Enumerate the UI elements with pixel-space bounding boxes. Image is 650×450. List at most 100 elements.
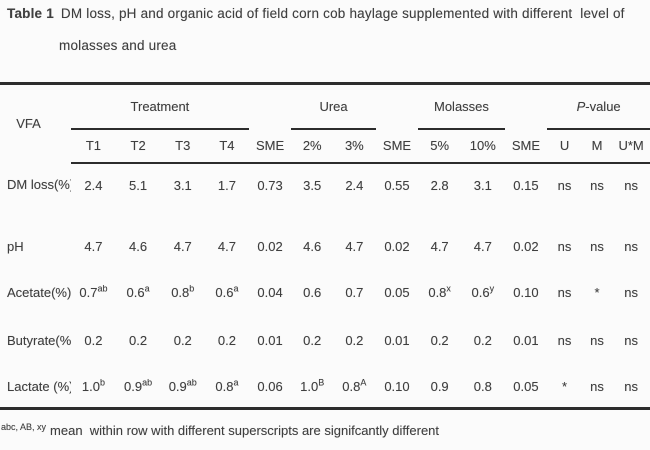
footnote-superscript: abc, AB, xy	[1, 421, 47, 432]
sub-header-5: 5%	[418, 128, 461, 164]
data-cell: 0.6	[303, 285, 322, 300]
data-cell: 0.6a	[215, 283, 239, 300]
row-label-ph: pH	[7, 239, 24, 254]
data-cell: 0.6a	[126, 283, 150, 300]
data-cell: 4.7	[173, 239, 192, 254]
data-cell: 4.7	[473, 239, 492, 254]
table-row-acetate: Acetate(%) 0.7ab 0.6a 0.8b 0.6a 0.04 0.6 0.7 0.0…	[0, 271, 650, 315]
data-cell: 0.7ab	[79, 283, 108, 300]
data-cell: ns	[590, 333, 604, 348]
data-cell: 0.55	[384, 177, 410, 193]
data-cell: ns	[624, 177, 638, 193]
data-cell: 4.6	[303, 239, 322, 254]
data-cell: 0.15	[513, 177, 539, 193]
sub-header-m: M	[581, 128, 613, 164]
data-cell: 1.7	[217, 177, 236, 193]
data-cell: ns	[557, 177, 572, 193]
data-cell: 1.0B	[300, 377, 325, 395]
row-label-dm-loss: DM loss(%)	[7, 177, 72, 192]
data-cell: 0.10	[384, 379, 410, 395]
column-header-vfa: VFA	[16, 116, 41, 132]
data-cell: ns	[557, 333, 572, 348]
data-cell: 0.8	[473, 379, 492, 395]
sub-header-sme: SME	[248, 128, 292, 164]
footnote-text: mean within row with different superscri…	[50, 423, 440, 438]
sub-header-sme: SME	[504, 128, 548, 164]
data-cell: 0.8b	[171, 283, 195, 300]
data-cell: 0.2	[129, 333, 148, 348]
group-header-treatment: Treatment	[71, 83, 249, 130]
data-cell: 3.1	[473, 177, 492, 193]
data-cell: 0.73	[257, 177, 283, 193]
table-row-dm-loss: DM loss(%) 2.4 5.1 3.1 1.7 0.73 3.5 2.4 0.55 2.8 3…	[0, 163, 650, 223]
data-cell: 0.8A	[342, 377, 367, 395]
table-footnote: abc, AB, xy mean within row with differen…	[0, 421, 650, 438]
data-cell: 4.7	[84, 239, 103, 254]
row-label-butyrate: Butyrate(%)	[7, 333, 72, 348]
data-cell: ns	[590, 239, 604, 254]
caption-line-1: Table 1 DM loss, pH and organic acid of f…	[7, 4, 646, 23]
data-cell: 0.6y	[471, 283, 495, 300]
data-cell: 0.9ab	[124, 377, 153, 395]
data-cell: 0.2	[430, 333, 449, 348]
data-cell: ns	[557, 285, 572, 300]
data-cell: ns	[624, 239, 638, 254]
table-row-ph: pH 4.7 4.6 4.7 4.7 0.02 4.6 4.7 0.02 4.7 4.7 0.02 ns…	[0, 223, 650, 271]
data-cell: 2.8	[430, 177, 449, 193]
data-cell: 0.8x	[428, 283, 451, 300]
data-cell: 3.1	[173, 177, 192, 193]
table-row-butyrate: Butyrate(%) 0.2 0.2 0.2 0.2 0.01 0.2 0.2 0.01 0.2…	[0, 315, 650, 367]
table-head: VFA Treatment Urea Molasses P-value T1 T2 T3 T4 S…	[0, 83, 650, 164]
group-header-spacer	[376, 84, 419, 129]
data-cell: 0.10	[513, 285, 539, 300]
group-header-p-value: P-value	[547, 83, 650, 130]
data-cell: 1.0b	[81, 377, 105, 395]
sub-header-2: 2%	[291, 128, 334, 164]
data-cell: *	[594, 285, 600, 300]
caption-line-2: molasses and urea	[59, 38, 177, 53]
group-header-spacer	[505, 84, 548, 129]
group-header-molasses: Molasses	[418, 83, 505, 130]
data-cell: ns	[557, 239, 572, 254]
data-cell: 0.2	[345, 333, 364, 348]
vfa-data-table: VFA Treatment Urea Molasses P-value T1 T2 T3 T4 S…	[0, 82, 650, 410]
data-cell: 0.01	[513, 333, 539, 348]
caption-text: DM loss, pH and organic acid of field co…	[60, 6, 625, 21]
group-header-urea: Urea	[291, 83, 376, 130]
data-cell: *	[561, 379, 568, 395]
sub-header-u: U	[547, 128, 582, 164]
data-cell: 4.6	[129, 239, 148, 254]
row-label-lactate: Lactate (%)	[7, 379, 72, 395]
data-cell: ns	[590, 177, 604, 193]
data-cell: 2.4	[84, 177, 103, 193]
data-cell: 0.8a	[215, 377, 239, 395]
row-label-acetate: Acetate(%)	[7, 285, 72, 300]
data-cell: ns	[624, 379, 638, 395]
data-cell: 0.05	[513, 379, 539, 395]
data-cell: 0.04	[257, 285, 283, 300]
data-cell: 2.4	[345, 177, 364, 193]
data-cell: 0.2	[173, 333, 192, 348]
data-cell: 0.2	[217, 333, 236, 348]
table-caption: Table 1 DM loss, pH and organic acid of f…	[0, 2, 650, 55]
data-cell: 0.02	[257, 239, 283, 254]
data-cell: 0.01	[384, 333, 410, 348]
data-cell: 3.5	[303, 177, 322, 193]
data-cell: 0.9ab	[168, 377, 197, 395]
data-cell: ns	[624, 333, 638, 348]
sub-header-t2: T2	[115, 128, 161, 164]
table-body: DM loss(%) 2.4 5.1 3.1 1.7 0.73 3.5 2.4 0.55 2.8 3…	[0, 163, 650, 409]
data-cell: 0.2	[303, 333, 322, 348]
data-cell: 4.7	[217, 239, 236, 254]
data-cell: 4.7	[430, 239, 449, 254]
table-number: Table 1	[7, 6, 54, 21]
data-cell: 4.7	[345, 239, 364, 254]
sub-header-3: 3%	[333, 128, 376, 164]
data-cell: 0.02	[384, 239, 410, 254]
data-cell: 0.06	[257, 379, 283, 395]
sub-header-10: 10%	[460, 128, 505, 164]
data-cell: 0.7	[345, 285, 364, 300]
data-cell: 0.01	[257, 333, 283, 348]
sub-header-t1: T1	[71, 128, 116, 164]
data-cell: 5.1	[129, 177, 148, 193]
